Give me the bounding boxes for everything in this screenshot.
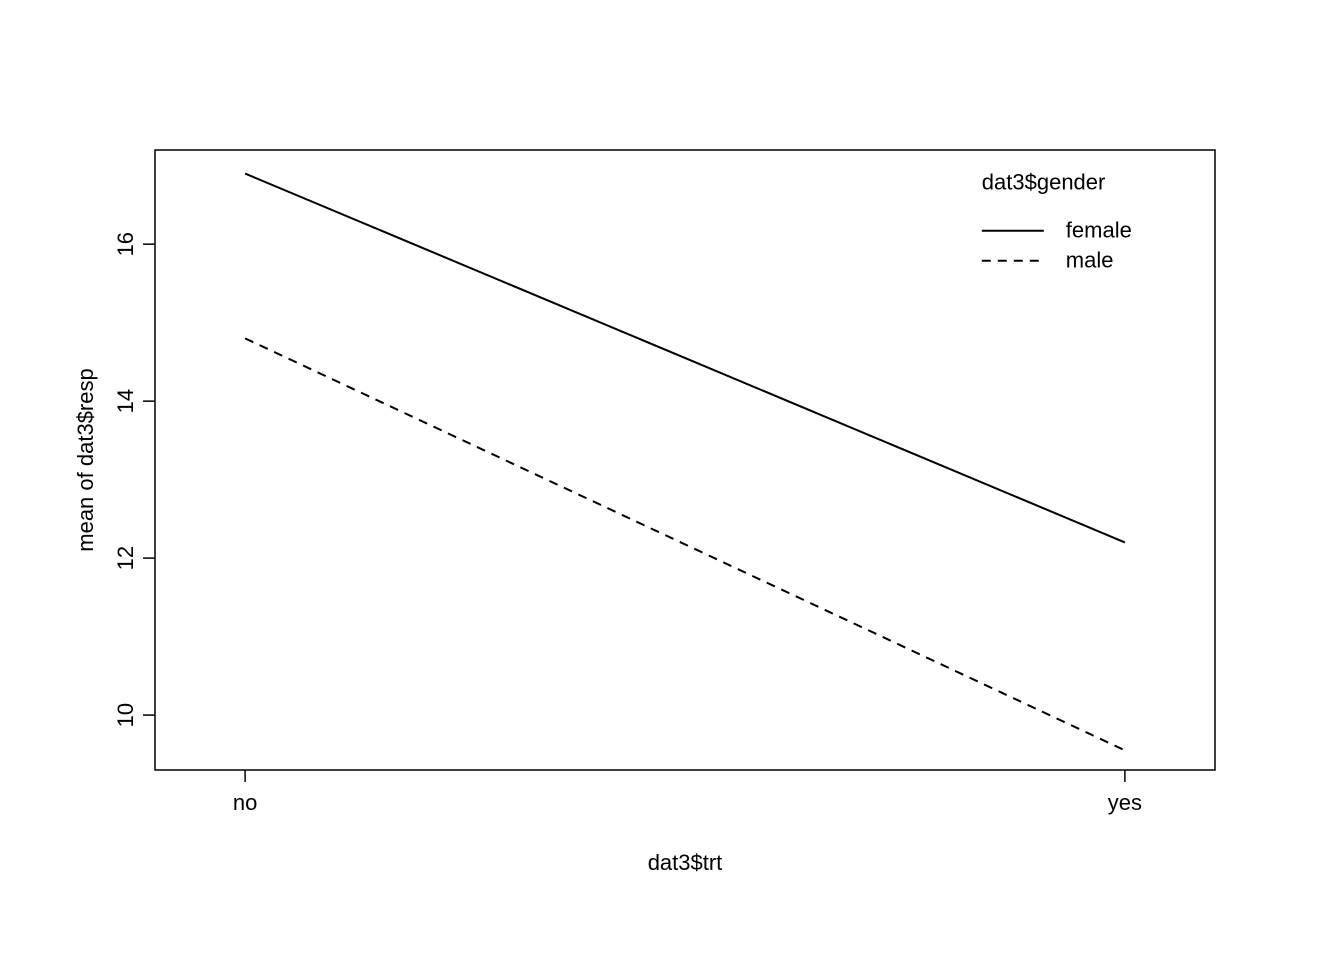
y-tick-label: 16: [113, 232, 138, 256]
y-tick-label: 12: [113, 546, 138, 570]
x-tick-label: no: [233, 790, 257, 815]
legend-label-female: female: [1066, 218, 1132, 243]
legend-label-male: male: [1066, 248, 1114, 273]
x-axis-label: dat3$trt: [648, 850, 723, 875]
legend-title: dat3$gender: [982, 170, 1106, 195]
x-tick-label: yes: [1108, 790, 1142, 815]
interaction-plot: 10 12 14 16 mean of dat3$resp no yes dat3$trt da…: [0, 0, 1344, 960]
chart-background: [0, 0, 1344, 960]
y-tick-label: 14: [113, 389, 138, 413]
y-tick-label: 10: [113, 703, 138, 727]
chart-svg: 10 12 14 16 mean of dat3$resp no yes dat3$trt da…: [0, 0, 1344, 960]
y-axis-label: mean of dat3$resp: [73, 368, 98, 551]
